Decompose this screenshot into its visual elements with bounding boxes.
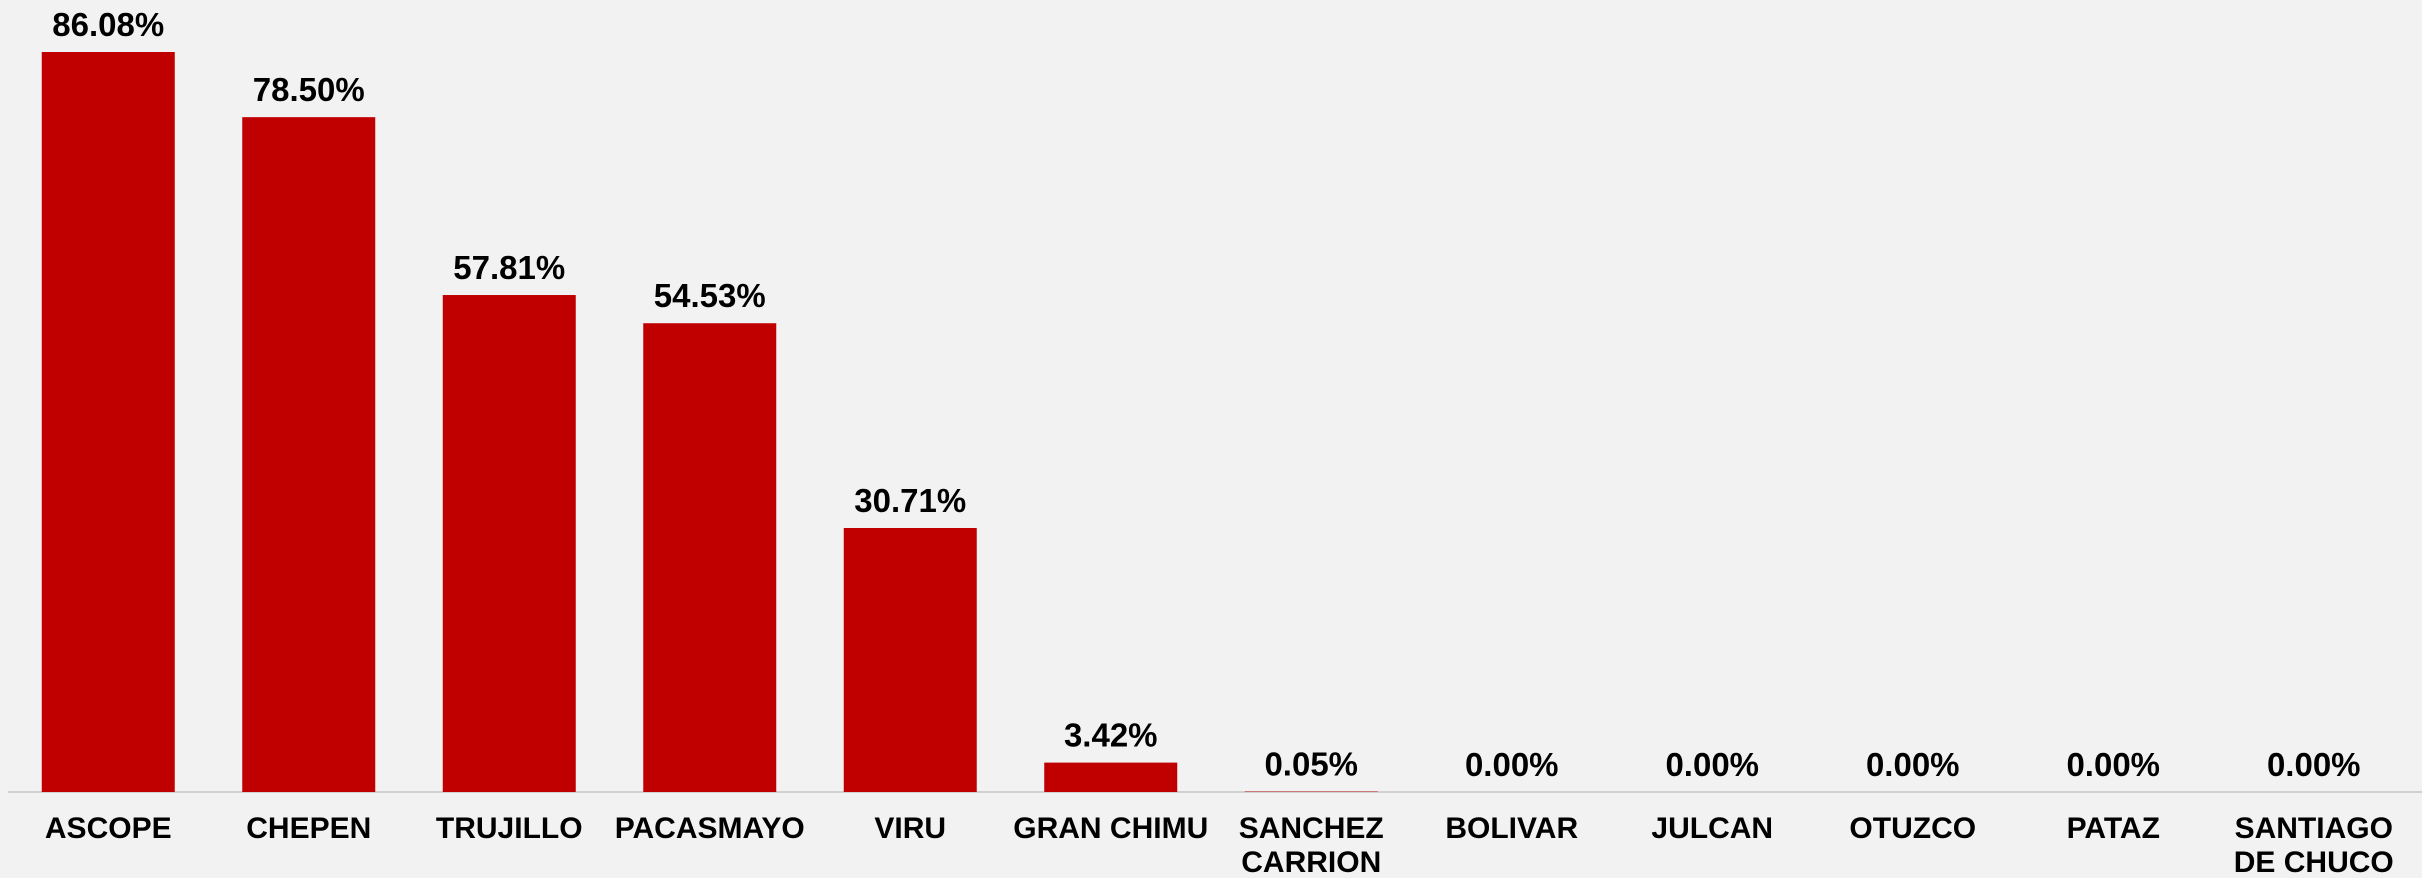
bar	[41, 52, 175, 792]
value-label: 0.00%	[1866, 746, 1960, 783]
bar	[242, 117, 376, 792]
value-label: 0.00%	[1465, 746, 1559, 783]
value-label: 30.71%	[854, 482, 966, 519]
value-label: 0.05%	[1264, 746, 1358, 783]
x-tick-label: BOLIVAR	[1445, 812, 1579, 845]
value-label: 54.53%	[654, 277, 766, 314]
value-label: 78.50%	[253, 71, 365, 108]
x-tick-label: SANTIAGO DE CHUCO	[2233, 812, 2394, 878]
x-tick-label: PACASMAYO	[614, 812, 805, 845]
x-tick-label: JULCAN	[1651, 812, 1774, 845]
value-label: 86.08%	[52, 6, 164, 43]
value-label: 0.00%	[2267, 746, 2361, 783]
x-tick-label: ASCOPE	[44, 812, 172, 845]
x-tick-label: GRAN CHIMU	[1013, 812, 1209, 845]
value-label: 3.42%	[1064, 717, 1158, 754]
value-label: 0.00%	[2066, 746, 2160, 783]
x-tick-label: VIRU	[874, 812, 947, 845]
x-tick-label: SANCHEZ CARRION	[1238, 812, 1384, 878]
bar	[643, 323, 777, 792]
x-tick-label: TRUJILLO	[435, 812, 583, 845]
bar	[1044, 762, 1178, 792]
value-label: 0.00%	[1665, 746, 1759, 783]
x-tick-label: CHEPEN	[246, 812, 372, 845]
bar	[442, 295, 576, 792]
x-tick-label: OTUZCO	[1849, 812, 1977, 845]
x-tick-label: PATAZ	[2066, 812, 2160, 845]
value-label: 57.81%	[453, 249, 565, 286]
bar	[843, 527, 977, 792]
